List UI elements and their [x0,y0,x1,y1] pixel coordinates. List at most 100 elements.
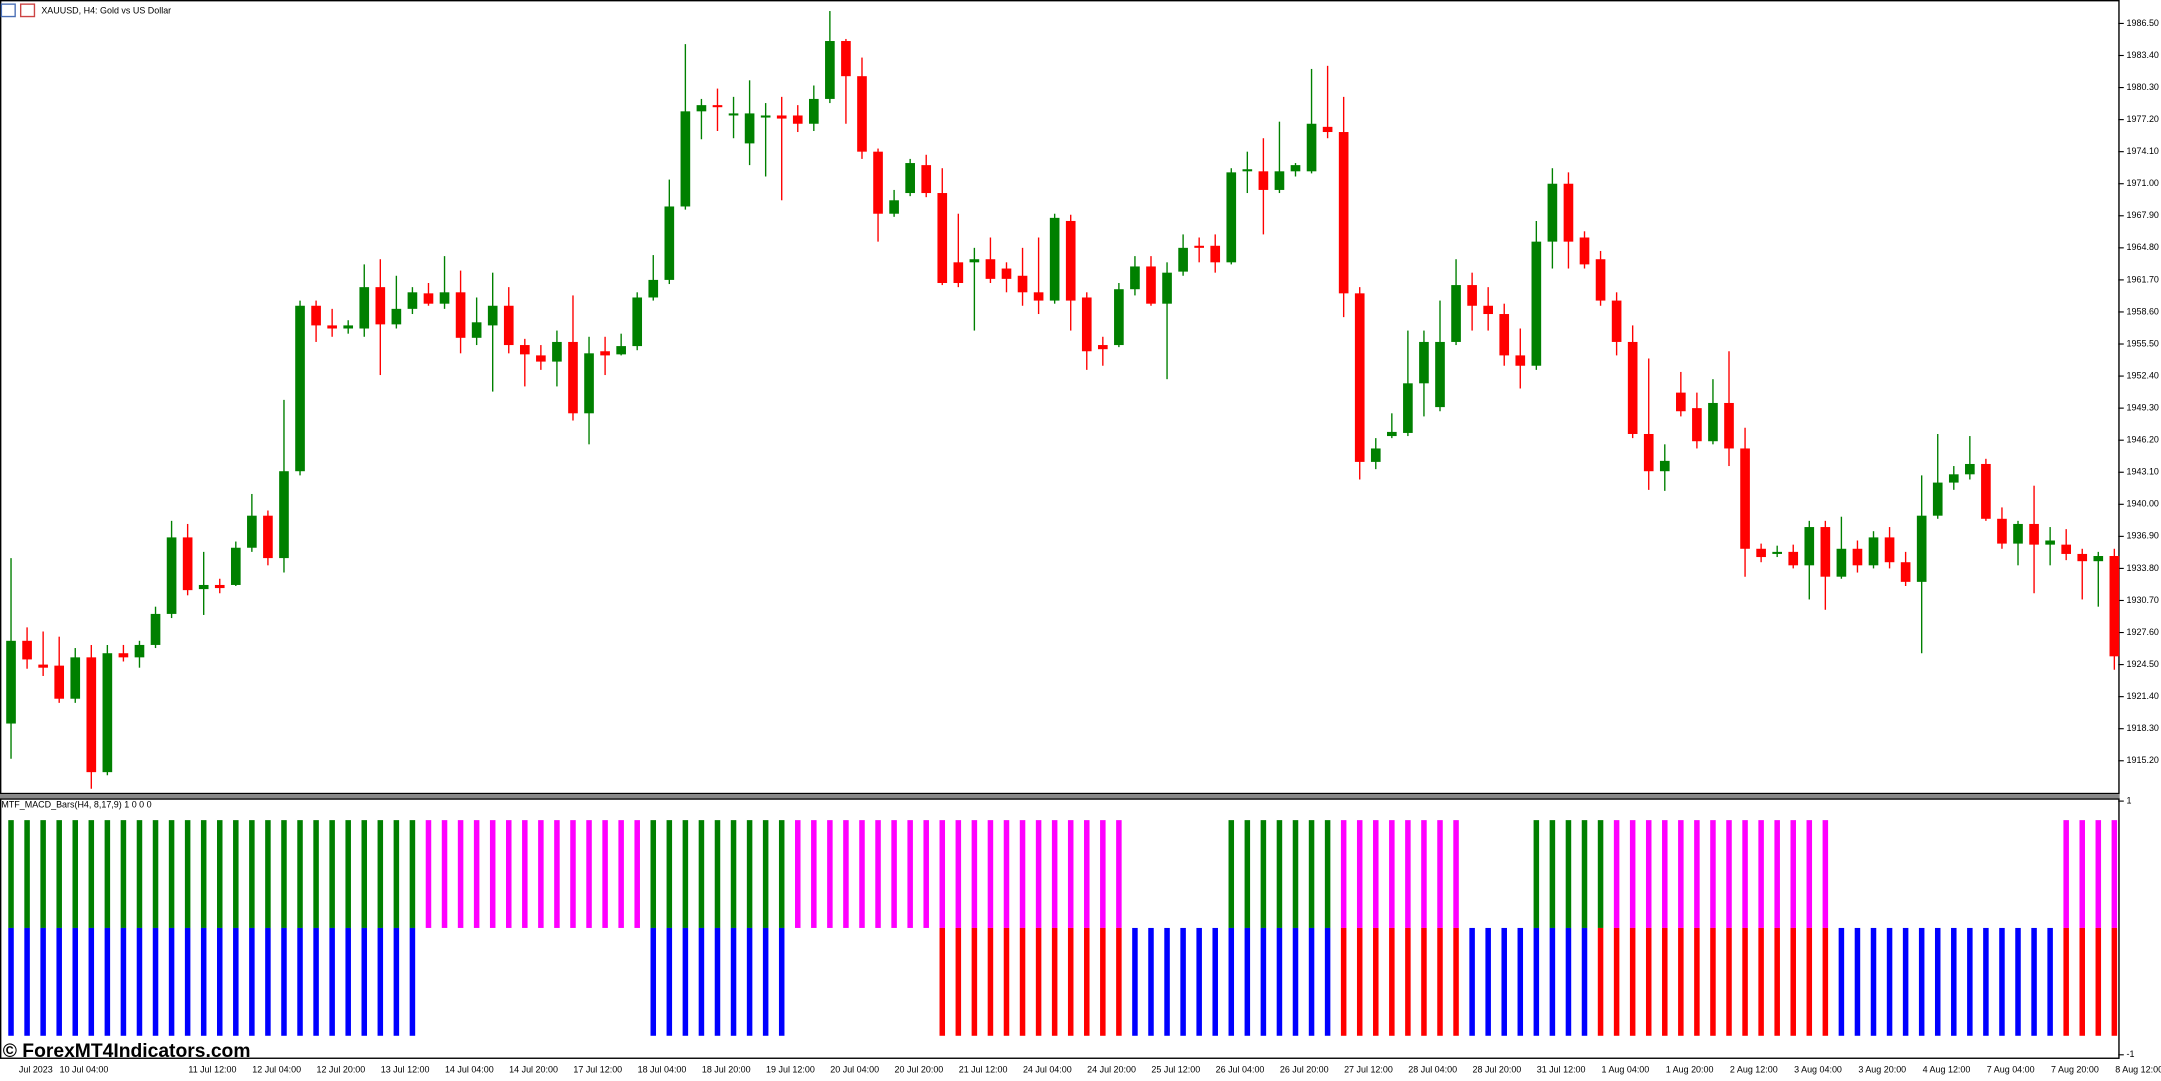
indicator-bar [1116,820,1122,928]
indicator-bar [56,820,62,928]
panel-separator [0,794,2120,799]
indicator-bar [1356,820,1363,928]
candle-body [1017,275,1028,293]
indicator-bar [1678,927,1684,1036]
icon [0,3,16,18]
indicator-bar [1084,820,1090,928]
indicator-bar [1469,927,1475,1036]
candle-body [1370,448,1381,462]
indicator-bar [1886,927,1893,1036]
indicator-bar [1806,927,1813,1036]
indicator-bar [762,927,769,1036]
indicator-bar [457,820,464,928]
indicator-bar [313,820,319,928]
candle-body [1499,314,1510,356]
indicator-bar [120,927,127,1036]
y-tick-label: 1915.20 [2127,755,2159,765]
indicator-bar [778,820,785,928]
y-tick-label: 1952.40 [2127,370,2159,380]
candle-body [1098,345,1108,350]
candle-body [2029,523,2039,545]
indicator-bar [602,820,608,928]
indicator-bar [2095,820,2102,928]
x-tick-label: 3 Aug 04:00 [1794,1064,1842,1074]
candle-body [1836,548,1847,577]
candle-body [1290,165,1301,172]
candle-body [712,105,723,108]
indicator-bar [2079,820,2085,928]
indicator-bar [233,820,239,928]
candle-body [1322,126,1333,133]
candle-body [1772,551,1782,554]
indicator-bar [1324,820,1331,928]
indicator-bar [393,927,400,1036]
indicator-bar [666,927,673,1036]
indicator-bar [1597,927,1604,1036]
x-tick-label: 25 Jul 12:00 [1151,1064,1200,1074]
candle-body [295,305,305,472]
indicator-bar [2031,927,2037,1036]
candle-body [1884,537,1895,563]
indicator-bar [1517,927,1524,1036]
candle-body [1595,259,1606,301]
candle-body [1852,548,1863,566]
indicator-bar [1581,820,1588,928]
indicator-bar [1533,927,1540,1036]
indicator-bar [1645,820,1652,928]
candle-body [1676,392,1686,412]
candle-body [1065,220,1076,301]
candle-body [584,353,594,414]
candle-body [1114,289,1124,346]
indicator-bar [538,820,544,928]
x-tick-label: 12 Jul 20:00 [317,1064,366,1074]
candle-body [214,584,225,589]
indicator-bar [1710,927,1716,1036]
indicator-bar [1854,927,1861,1036]
indicator-bar [297,820,303,928]
indicator-bar [2079,927,2085,1036]
indicator-bar [2095,927,2102,1036]
indicator-bar [361,927,368,1036]
indicator-bar [184,820,191,928]
candle-body [54,665,65,699]
candle-body [1547,183,1558,242]
candle-body [1916,515,1927,582]
indicator-bar [2047,927,2053,1036]
indicator-bar [1100,820,1106,928]
y-tick-label: 1930.70 [2127,595,2159,605]
indicator-bar [1180,927,1186,1036]
indicator-bar [795,820,801,928]
indicator-bar [1453,927,1459,1036]
indicator-bar [1710,820,1716,928]
indicator-bar [168,820,175,928]
indicator-bar [104,820,111,928]
candle-body [2077,553,2088,562]
candle-body [1756,548,1766,558]
x-tick-label: 18 Jul 20:00 [702,1064,751,1074]
indicator-bar [1983,927,1989,1036]
candle-body [1338,132,1349,294]
indicator-bar [1758,927,1764,1036]
indicator-bar [1501,927,1507,1036]
x-tick-label: 14 Jul 04:00 [445,1064,494,1074]
indicator-bar [329,820,335,928]
y-tick-label: 1955.50 [2127,338,2159,348]
candle-body [311,305,321,326]
candle-body [423,293,434,304]
indicator-bar [473,820,480,928]
candle-body [1900,562,1911,582]
y-tick-label: 1 [2127,795,2132,805]
candle-body [1708,402,1718,442]
candle-body [134,644,145,658]
indicator-bar [1276,820,1283,928]
indicator-bar [714,820,721,928]
indicator-bar [1292,820,1299,928]
candle-body [343,325,354,329]
candle-body [375,287,386,325]
candle-body [22,640,32,660]
indicator-bar [1565,927,1572,1036]
indicator-bar [345,927,351,1036]
